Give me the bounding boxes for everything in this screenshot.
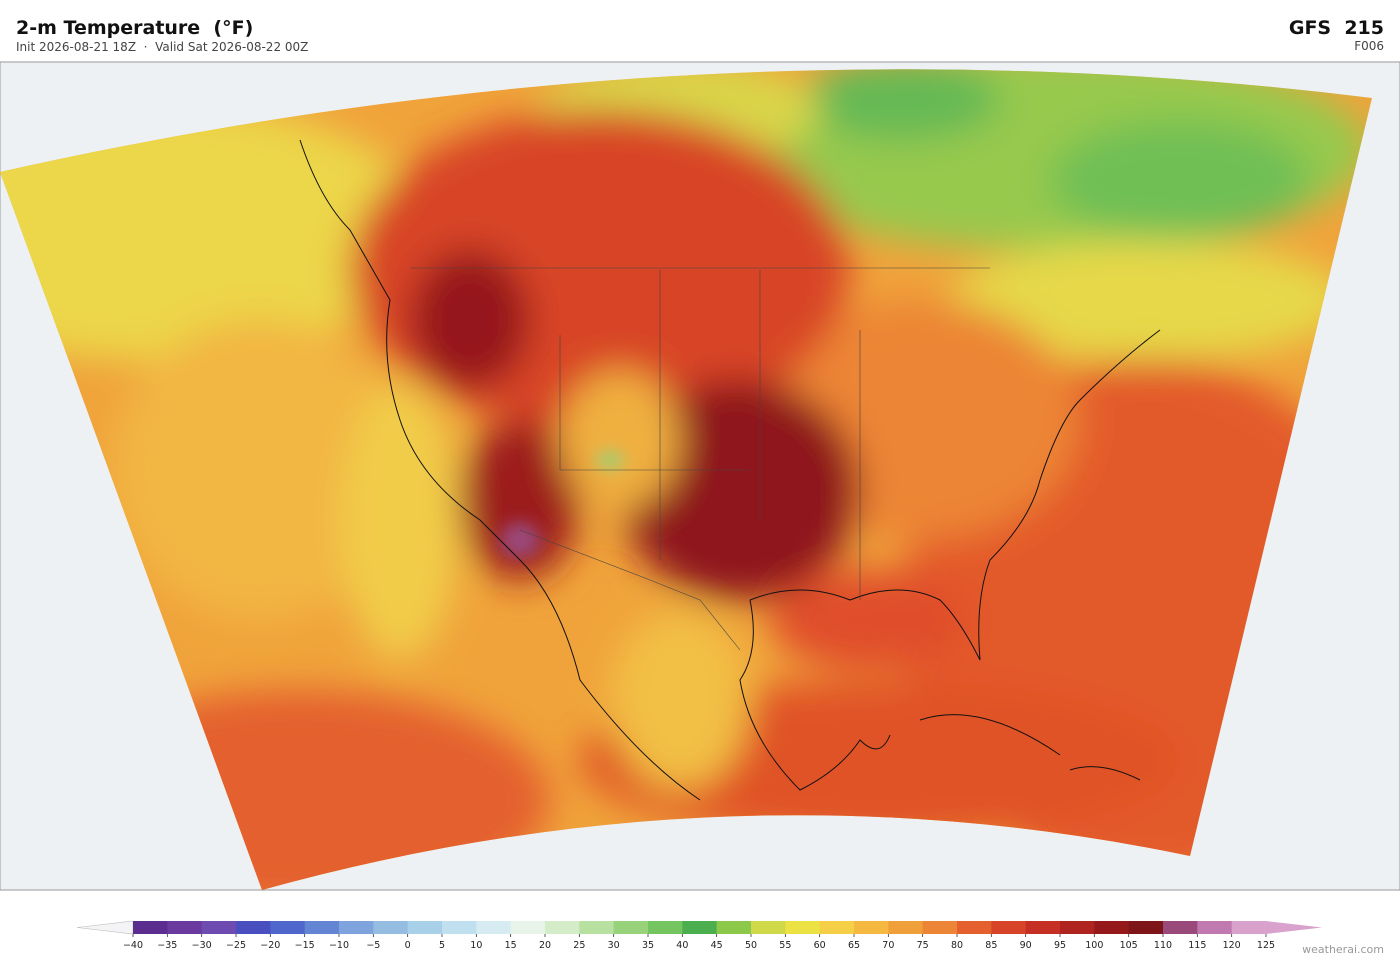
colorbar-segment [854, 921, 889, 934]
colorbar-tick-label: 0 [405, 940, 411, 951]
colorbar-tick-label: 50 [745, 940, 757, 951]
colorbar-segment [1128, 921, 1164, 934]
colorbar-segment [304, 921, 340, 934]
colorbar-tick-label: 95 [1054, 940, 1066, 951]
model-label: GFS 215 [1289, 17, 1384, 39]
colorbar-tick-label: 35 [642, 940, 654, 951]
colorbar-tick-label: 85 [985, 940, 997, 951]
colorbar-tick-label: 75 [917, 940, 929, 951]
colorbar-tick-label: −40 [123, 940, 143, 951]
colorbar-tick-label: 125 [1257, 940, 1275, 951]
colorbar-tick-label: 105 [1120, 940, 1138, 951]
colorbar-segment [1231, 921, 1267, 934]
colorbar-segment [751, 921, 786, 934]
colorbar-segment [785, 921, 821, 934]
colorbar-tick-label: 55 [779, 940, 791, 951]
colorbar-segment [167, 921, 203, 934]
colorbar-tick-label: −35 [157, 940, 177, 951]
colorbar-segment [613, 921, 649, 934]
colorbar-tick-label: −30 [192, 940, 212, 951]
colorbar-segment [1094, 921, 1130, 934]
colorbar-tick-label: 80 [951, 940, 963, 951]
colorbar-under [76, 920, 134, 935]
map [0, 61, 1400, 891]
colorbar-segment [682, 921, 718, 934]
colorbar-segment [648, 921, 683, 934]
colorbar-tick-label: 10 [470, 940, 482, 951]
colorbar-segment [888, 921, 924, 934]
colorbar-segment [1163, 921, 1198, 934]
colorbar-segment [1025, 921, 1061, 934]
colorbar-tick-label: −15 [295, 940, 315, 951]
colorbar-segment [339, 921, 374, 934]
colorbar-tick-label: 5 [439, 940, 445, 951]
colorbar-segment [957, 921, 992, 934]
colorbar-tick-label: −10 [329, 940, 349, 951]
subtitle: Init 2026-08-21 18Z · Valid Sat 2026-08-… [16, 40, 308, 54]
colorbar-tick-label: 60 [814, 940, 826, 951]
colorbar-segment [407, 921, 443, 934]
colorbar-segment [201, 921, 237, 934]
colorbar-tick-label: 120 [1223, 940, 1241, 951]
colorbar-tick-label: 100 [1085, 940, 1103, 951]
colorbar-tick-label: 65 [848, 940, 860, 951]
colorbar-over [1266, 921, 1322, 934]
colorbar-tick-label: 115 [1188, 940, 1206, 951]
colorbar-tick-label: 45 [711, 940, 723, 951]
colorbar-tick-label: 20 [539, 940, 551, 951]
colorbar-tick-label: −5 [366, 940, 380, 951]
colorbar-segment [133, 921, 168, 934]
colorbar-tick-label: 110 [1154, 940, 1172, 951]
colorbar-segment [510, 921, 546, 934]
colorbar-tick-label: 90 [1020, 940, 1032, 951]
colorbar-segment [579, 921, 615, 934]
colorbar-segment [1060, 921, 1095, 934]
colorbar-tick-label: 70 [882, 940, 894, 951]
colorbar-tick-label: 30 [608, 940, 620, 951]
forecast-hour: F006 [1354, 39, 1384, 53]
colorbar-segment [476, 921, 512, 934]
colorbar-segment [716, 921, 752, 934]
colorbar-segment [922, 921, 958, 934]
colorbar-tick-label: −25 [226, 940, 246, 951]
colorbar-segment [236, 921, 271, 934]
colorbar-segment [373, 921, 409, 934]
colorbar-tick-label: 40 [676, 940, 688, 951]
colorbar-segment [545, 921, 580, 934]
colorbar-segment [270, 921, 306, 934]
colorbar-segment [991, 921, 1027, 934]
colorbar-tick-label: 15 [505, 940, 517, 951]
watermark: weatherai.com [1302, 943, 1384, 956]
colorbar-segment [442, 921, 477, 934]
colorbar-tick-label: −20 [260, 940, 280, 951]
colorbar-tick-label: 25 [573, 940, 585, 951]
title: 2-m Temperature (°F) [16, 17, 253, 39]
colorbar-segment [1197, 921, 1233, 934]
colorbar-segment [819, 921, 855, 934]
colorbar: −40 −35 −30 −25 −20 −15 −10 −5 0 5 10 15 20 25 30 35 40 4… [76, 920, 1322, 951]
